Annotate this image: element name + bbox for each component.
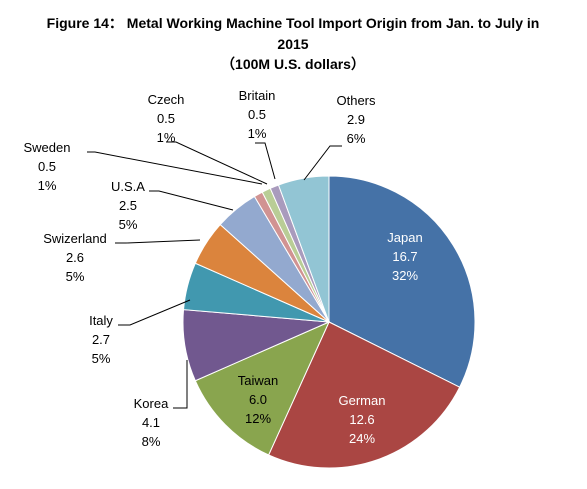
data-label-sweden-value: 0.5: [38, 159, 56, 174]
data-label-italy-name: Italy: [89, 313, 113, 328]
leader-line-czech: [166, 141, 268, 185]
leader-line-britain: [255, 142, 276, 180]
data-label-german-percent: 24%: [349, 431, 375, 446]
data-label-korea-percent: 8%: [142, 434, 161, 449]
pie-slice-taiwan: [194, 321, 330, 456]
data-label-swizerland-value: 2.6: [66, 250, 84, 265]
leader-line-u-s-a: [149, 190, 234, 211]
data-label-czech-percent: 1%: [157, 130, 176, 145]
data-label-sweden-percent: 1%: [38, 178, 57, 193]
data-label-swizerland-percent: 5%: [66, 269, 85, 284]
data-label-korea-value: 4.1: [142, 415, 160, 430]
data-label-britain-name: Britain: [239, 88, 276, 103]
data-label-japan-name: Japan: [387, 230, 422, 245]
data-label-taiwan-name: Taiwan: [238, 373, 278, 388]
data-label-taiwan-value: 6.0: [249, 392, 267, 407]
chart-title-line-2: 2015: [277, 36, 308, 52]
data-label-czech-name: Czech: [148, 92, 185, 107]
data-label-u-s-a-name: U.S.A: [111, 179, 145, 194]
data-label-sweden-name: Sweden: [24, 140, 71, 155]
data-label-others-name: Others: [336, 93, 376, 108]
leader-line-others: [303, 145, 342, 181]
leader-line-sweden: [87, 151, 263, 185]
data-label-korea-name: Korea: [134, 396, 169, 411]
leader-line-italy: [118, 299, 191, 326]
data-label-others-value: 2.9: [347, 112, 365, 127]
data-label-italy-value: 2.7: [92, 332, 110, 347]
data-label-german-name: German: [339, 393, 386, 408]
data-label-u-s-a-percent: 5%: [119, 217, 138, 232]
data-label-britain-percent: 1%: [248, 126, 267, 141]
data-label-taiwan-percent: 12%: [245, 411, 271, 426]
data-label-others-percent: 6%: [347, 131, 366, 146]
data-label-czech-value: 0.5: [157, 111, 175, 126]
data-label-italy-percent: 5%: [92, 351, 111, 366]
data-label-britain-value: 0.5: [248, 107, 266, 122]
slice-labels: Japan 16.7 32% German 12.6 24% Taiwan 6.0 12% Kor…: [24, 88, 423, 449]
data-label-swizerland-name: Swizerland: [43, 231, 107, 246]
leader-line-swizerland: [115, 239, 201, 244]
pie-slice-others: [277, 175, 330, 323]
pie-slice-japan: [328, 175, 476, 388]
data-label-u-s-a-value: 2.5: [119, 198, 137, 213]
chart-title-line-3: （100M U.S. dollars）: [221, 56, 365, 72]
leader-line-korea: [173, 360, 188, 409]
leader-lines: [87, 141, 342, 409]
data-label-japan-value: 16.7: [392, 249, 417, 264]
pie-slices: [182, 175, 476, 469]
pie-slice-german: [267, 321, 461, 469]
chart-title-line-1: Figure 14： Metal Working Machine Tool Im…: [47, 15, 540, 31]
data-label-german-value: 12.6: [349, 412, 374, 427]
data-label-japan-percent: 32%: [392, 268, 418, 283]
